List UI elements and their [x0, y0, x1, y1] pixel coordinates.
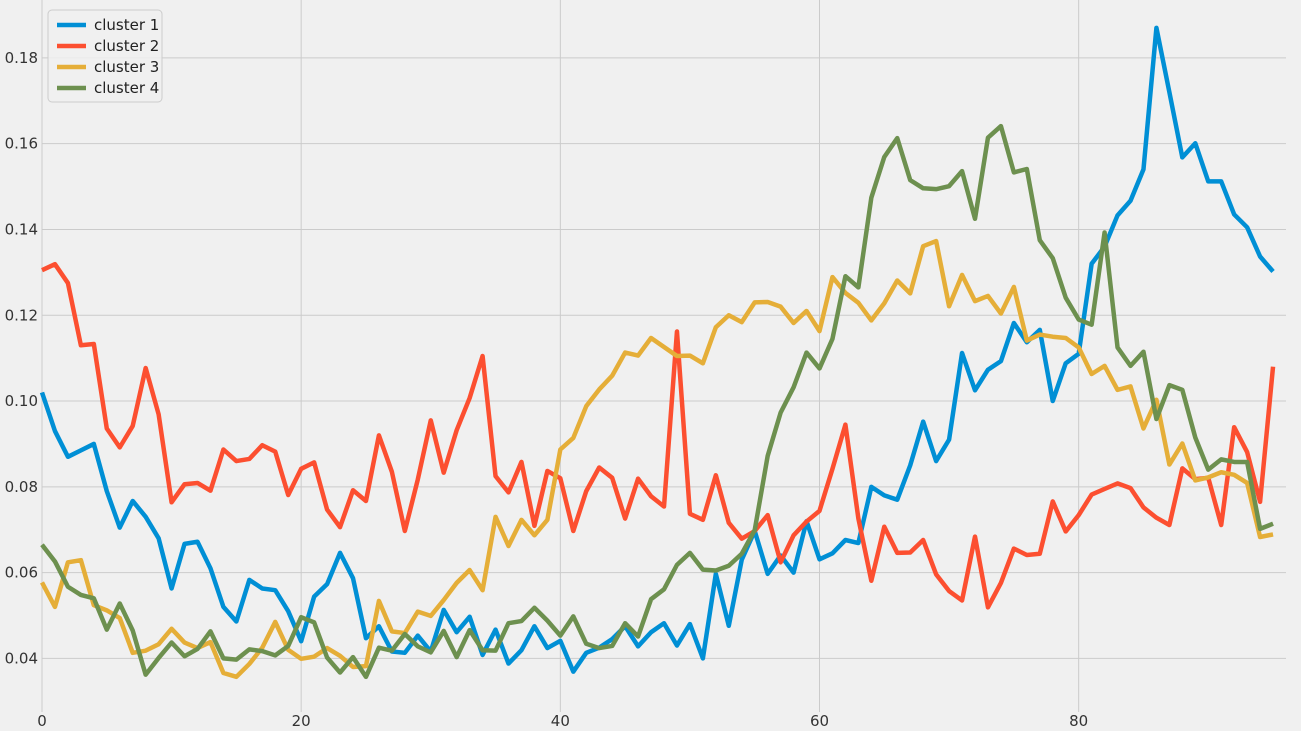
y-tick-label: 0.06 — [5, 564, 38, 582]
y-tick-label: 0.16 — [5, 135, 38, 153]
x-tick-label: 20 — [292, 712, 311, 730]
series-line-2 — [41, 261, 1276, 610]
y-axis-ticks: 0.04 0.06 0.08 0.10 0.12 0.14 0.16 0.18 — [5, 49, 38, 667]
y-tick-label: 0.04 — [5, 649, 38, 667]
legend: cluster 1 cluster 2 cluster 3 cluster 4 — [47, 9, 163, 103]
series-line-1 — [39, 25, 1275, 674]
legend-box — [47, 9, 163, 103]
legend-label: cluster 2 — [94, 37, 159, 55]
series-lines — [39, 25, 1276, 680]
y-tick-label: 0.08 — [5, 478, 38, 496]
series-line-4 — [40, 123, 1274, 680]
x-tick-label: 0 — [37, 712, 47, 730]
y-tick-label: 0.14 — [5, 220, 38, 238]
y-tick-label: 0.10 — [5, 392, 38, 410]
series-line-3 — [40, 238, 1274, 680]
legend-label: cluster 3 — [94, 58, 159, 76]
y-tick-label: 0.18 — [5, 49, 38, 67]
x-axis-ticks: 0 20 40 60 80 — [37, 712, 1088, 730]
x-tick-label: 60 — [810, 712, 829, 730]
y-tick-label: 0.12 — [5, 306, 38, 324]
x-tick-label: 80 — [1069, 712, 1088, 730]
x-tick-label: 40 — [551, 712, 570, 730]
legend-label: cluster 1 — [94, 16, 159, 34]
legend-label: cluster 4 — [94, 79, 159, 97]
